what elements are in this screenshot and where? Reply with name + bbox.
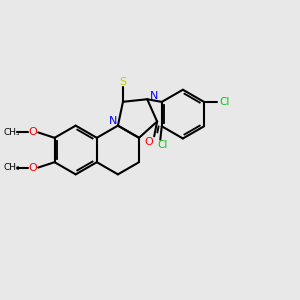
Text: CH₃: CH₃	[4, 128, 20, 137]
Text: O: O	[28, 128, 37, 137]
Text: N: N	[150, 91, 158, 101]
Text: CH₃: CH₃	[4, 163, 20, 172]
Text: O: O	[144, 137, 153, 147]
Text: O: O	[28, 163, 37, 172]
Text: N: N	[109, 116, 118, 126]
Text: Cl: Cl	[220, 97, 230, 107]
Text: Cl: Cl	[157, 140, 168, 150]
Text: S: S	[119, 76, 127, 87]
